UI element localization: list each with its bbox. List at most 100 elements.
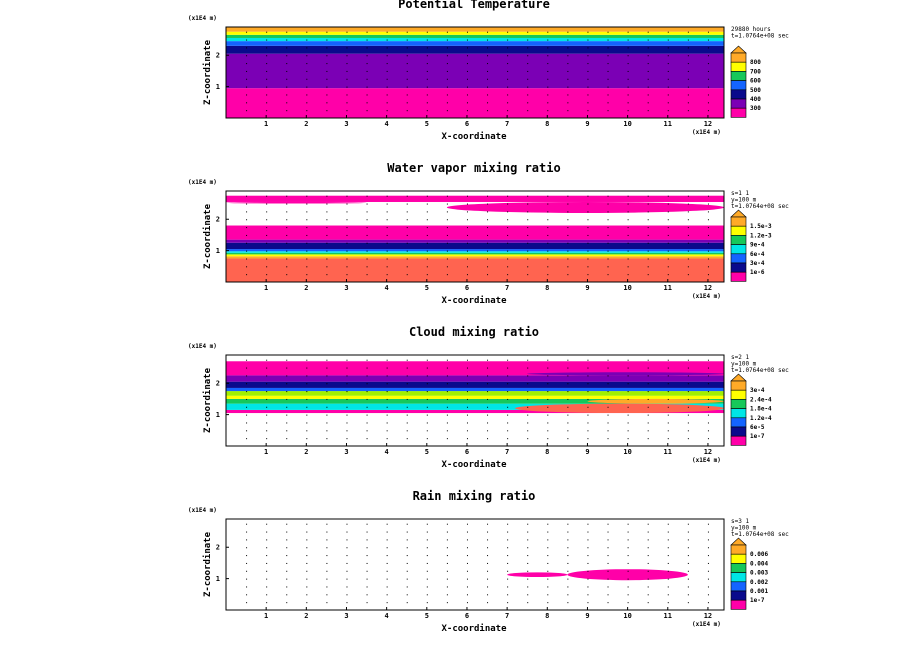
contour-band <box>226 27 724 32</box>
x-tick-label: 2 <box>304 284 308 292</box>
colorbar-level: 300 <box>750 105 761 112</box>
colorbar-swatch <box>730 52 747 63</box>
info-line: t=1.0764e+08 sec <box>731 367 789 374</box>
contour-band <box>226 258 724 282</box>
z-tick-label: 2 <box>216 380 220 388</box>
x-unit-label: (x1E4 m) <box>692 621 721 628</box>
colorbar: 800 700 600 500 400 300 <box>730 45 761 118</box>
contour-band <box>226 41 724 46</box>
x-unit-label: (x1E4 m) <box>692 129 721 136</box>
grid-dots <box>246 359 709 440</box>
x-tick-label: 7 <box>505 612 509 620</box>
contour-patch <box>507 572 568 578</box>
contour-patch <box>567 569 688 581</box>
z-tick-label: 2 <box>216 216 220 224</box>
info-line: y=100 m <box>731 525 757 532</box>
contour-band <box>226 256 724 259</box>
x-tick-label: 2 <box>304 612 308 620</box>
colorbar-swatch <box>730 563 747 573</box>
x-unit-label: (x1E4 m) <box>692 293 721 300</box>
contour-band <box>226 395 724 399</box>
z-tick-label: 1 <box>216 411 220 419</box>
contour-band <box>226 249 724 252</box>
grid-dots <box>246 523 709 604</box>
info-line: t=1.0764e+08 sec <box>731 203 789 210</box>
x-tick-label: 1 <box>264 284 268 292</box>
x-tick-label: 5 <box>425 448 429 456</box>
plot-frame <box>225 190 725 283</box>
plot-frame <box>225 354 725 447</box>
colorbar-level: 1e-7 <box>750 433 765 440</box>
z-tick-label: 2 <box>216 52 220 60</box>
x-tick-label: 8 <box>545 448 549 456</box>
info-line: t=1.0764e+08 sec <box>731 531 789 538</box>
grid-dots <box>246 31 709 112</box>
x-tick-label: 12 <box>704 448 712 456</box>
x-tick-label: 10 <box>623 448 631 456</box>
x-tick-label: 11 <box>664 612 672 620</box>
x-tick-label: 3 <box>344 284 348 292</box>
x-tick-label: 6 <box>465 612 469 620</box>
colorbar-level: 3e-4 <box>750 260 765 267</box>
colorbar-arrow <box>730 373 747 382</box>
chart-panel: Water vapor mixing ratio(x1E4 m)1 2 3 4 5 6 7 8… <box>188 161 789 306</box>
x-tick-label: 12 <box>704 284 712 292</box>
z-unit-label: (x1E4 m) <box>188 507 217 514</box>
z-tick-label: 1 <box>216 575 220 583</box>
colorbar-swatch <box>730 80 747 91</box>
colorbar-level: 600 <box>750 78 761 85</box>
colorbar-swatch <box>730 426 747 437</box>
x-tick-label: 12 <box>704 120 712 128</box>
colorbar-level: 1e-7 <box>750 597 765 604</box>
contour-band <box>226 361 724 376</box>
contour-band <box>226 239 724 243</box>
contour-band <box>226 225 724 240</box>
colorbar-level: 9e-4 <box>750 242 765 249</box>
contour-field <box>226 191 724 282</box>
x-tick-label: 10 <box>623 612 631 620</box>
plot-frame <box>225 26 725 119</box>
colorbar-swatch <box>730 225 747 236</box>
colorbar-level: 0.002 <box>750 579 768 586</box>
contour-band <box>226 53 724 89</box>
colorbar-swatch <box>730 408 747 419</box>
colorbar-level: 3e-4 <box>750 387 765 394</box>
x-unit-label: (x1E4 m) <box>692 457 721 464</box>
x-tick-label: 11 <box>664 120 672 128</box>
chart-title: Water vapor mixing ratio <box>387 161 560 175</box>
colorbar-level: 6e-4 <box>750 251 765 258</box>
colorbar-level: 0.004 <box>750 560 768 567</box>
contour-band <box>226 409 724 414</box>
colorbar-swatch <box>730 572 747 583</box>
x-tick-label: 6 <box>465 284 469 292</box>
colorbar-level: 1.8e-4 <box>750 406 772 413</box>
x-tick-label: 3 <box>344 612 348 620</box>
x-tick-label: 12 <box>704 612 712 620</box>
x-tick-label: 8 <box>545 612 549 620</box>
contour-band <box>226 34 724 38</box>
x-tick-label: 8 <box>545 120 549 128</box>
colorbar-swatch <box>730 98 747 109</box>
contour-band <box>226 37 724 42</box>
x-tick-label: 9 <box>585 120 589 128</box>
plot-frame <box>225 518 725 611</box>
z-tick-label: 1 <box>216 247 220 255</box>
x-tick-label: 2 <box>304 120 308 128</box>
colorbar-swatch <box>730 271 747 282</box>
colorbar: 0.006 0.004 0.003 0.002 0.001 1e-7 <box>730 537 768 610</box>
contour-band <box>226 45 724 54</box>
colorbar-level: 1.2e-4 <box>750 415 772 422</box>
contour-band <box>226 195 724 202</box>
contour-patch <box>446 201 724 213</box>
colorbar-swatch <box>730 235 747 245</box>
colorbar-swatch <box>730 253 747 264</box>
x-tick-label: 10 <box>623 284 631 292</box>
chart-panel: Cloud mixing ratio(x1E4 m)1 2 3 4 5 6 7 8 9 10 11 1… <box>188 325 789 470</box>
x-tick-label: 1 <box>264 120 268 128</box>
colorbar-arrow <box>730 45 747 54</box>
contour-patch <box>527 372 724 376</box>
chart-title: Rain mixing ratio <box>413 489 536 503</box>
x-tick-label: 4 <box>385 120 389 128</box>
z-tick-label: 1 <box>216 83 220 91</box>
